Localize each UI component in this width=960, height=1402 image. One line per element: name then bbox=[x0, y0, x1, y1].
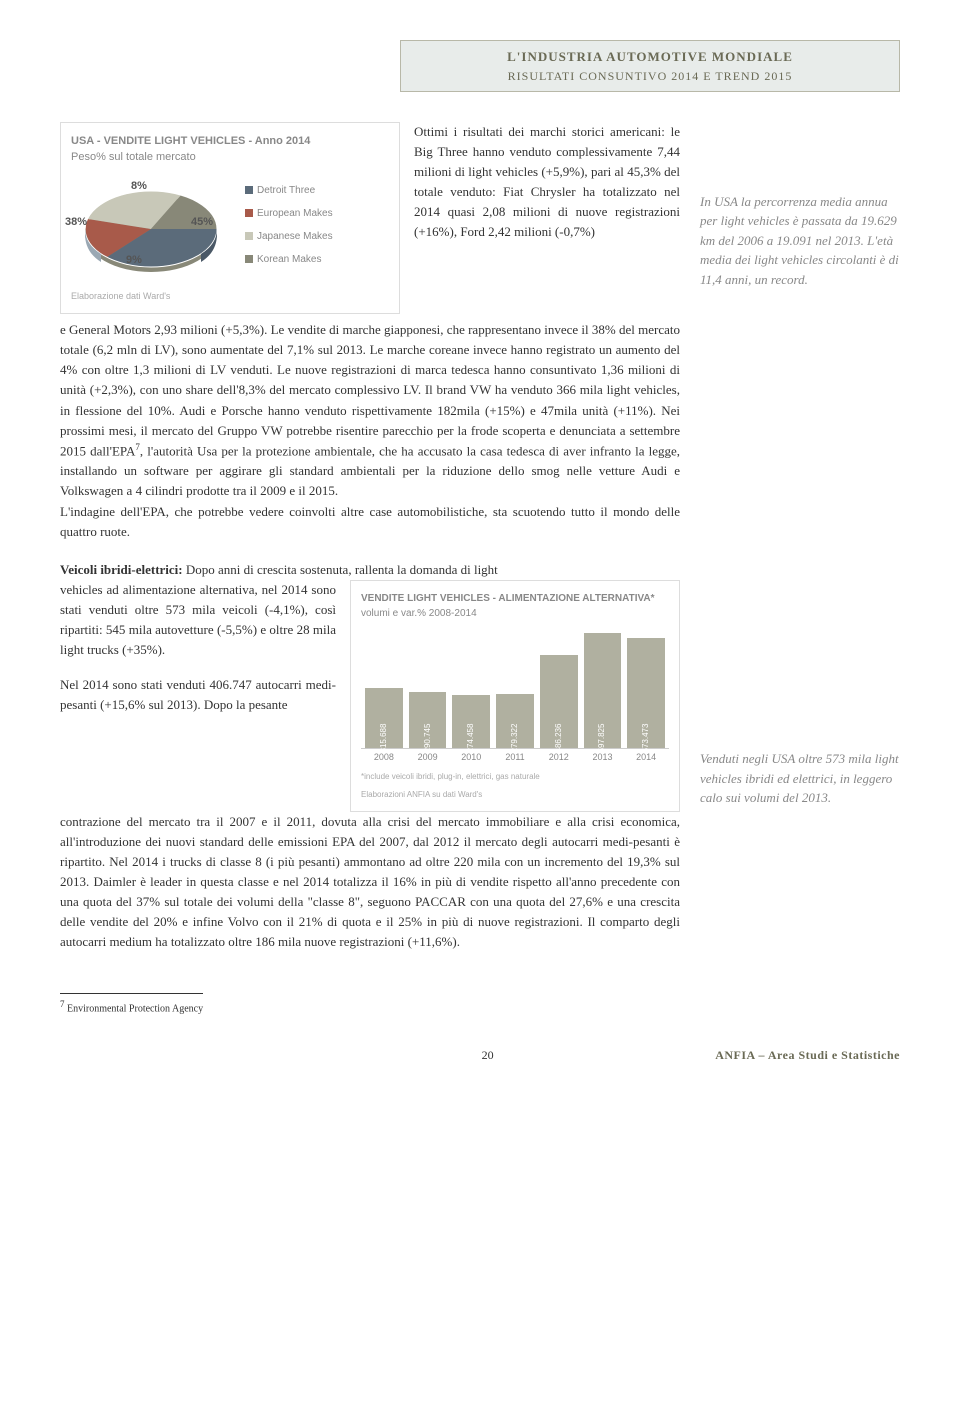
bar-value-2: 274.458 bbox=[465, 724, 477, 753]
text-block-2-wrap: e General Motors 2,93 milioni (+5,3%). L… bbox=[60, 320, 680, 502]
bar-col-4: 486.236 bbox=[540, 655, 578, 748]
page-footer: 20 ANFIA – Area Studi e Statistiche bbox=[60, 1046, 900, 1064]
text-2a: e General Motors 2,93 milioni (+5,3%). L… bbox=[60, 322, 680, 458]
bar-title: VENDITE LIGHT VEHICLES - ALIMENTAZIONE A… bbox=[361, 591, 669, 606]
bar-rect-1: 290.745 bbox=[409, 692, 447, 748]
bar-col-5: 597.825 bbox=[584, 633, 622, 748]
bar-label-5: 2013 bbox=[584, 751, 622, 765]
text-block-7: contrazione del mercato tra il 2007 e il… bbox=[60, 812, 680, 953]
hybrid-heading: Veicoli ibridi-elettrici: bbox=[60, 562, 183, 577]
bar-rect-0: 315.688 bbox=[365, 688, 403, 749]
header-subtitle: RISULTATI CONSUNTIVO 2014 E TREND 2015 bbox=[415, 67, 885, 85]
legend-label-0: Detroit Three bbox=[257, 183, 315, 198]
pie-subtitle: Peso% sul totale mercato bbox=[71, 149, 389, 166]
bar-subtitle: volumi e var.% 2008-2014 bbox=[361, 606, 669, 621]
text-block-5: vehicles ad alimentazione alternativa, n… bbox=[60, 580, 336, 661]
bar-rect-4: 486.236 bbox=[540, 655, 578, 748]
bar-value-0: 315.688 bbox=[378, 724, 390, 753]
bar-rect-2: 274.458 bbox=[452, 695, 490, 748]
legend-row-0: Detroit Three bbox=[245, 183, 333, 198]
bar-note1: *include veicoli ibridi, plug-in, elettr… bbox=[361, 771, 669, 783]
page-header: L'INDUSTRIA AUTOMOTIVE MONDIALE RISULTAT… bbox=[400, 40, 900, 92]
text-block-6: Nel 2014 sono stati venduti 406.747 auto… bbox=[60, 675, 336, 715]
text-4: Dopo anni di crescita sostenuta, rallent… bbox=[183, 562, 498, 577]
bar-note2: Elaborazioni ANFIA su dati Ward's bbox=[361, 789, 669, 801]
pie-label-0: 45% bbox=[191, 214, 213, 231]
header-title: L'INDUSTRIA AUTOMOTIVE MONDIALE bbox=[415, 47, 885, 67]
pie-label-1: 9% bbox=[126, 252, 142, 269]
legend-label-1: European Makes bbox=[257, 206, 333, 221]
bar-rect-5: 597.825 bbox=[584, 633, 622, 748]
bar-col-6: 573.473 bbox=[627, 638, 665, 748]
bar-area: 315.688290.745274.458279.322486.236597.8… bbox=[361, 629, 669, 749]
footer-brand: ANFIA – Area Studi e Statistiche bbox=[715, 1046, 900, 1064]
text-block-1: Ottimi i risultati dei marchi storici am… bbox=[414, 122, 680, 315]
bar-col-0: 315.688 bbox=[365, 688, 403, 749]
text-block-3: L'indagine dell'EPA, che potrebbe vedere… bbox=[60, 502, 680, 542]
footnote: 7 Environmental Protection Agency bbox=[60, 993, 203, 1016]
text-2b: , l'autorità Usa per la protezione ambie… bbox=[60, 443, 680, 498]
bar-value-4: 486.236 bbox=[553, 724, 565, 753]
pie-chart: USA - VENDITE LIGHT VEHICLES - Anno 2014… bbox=[60, 122, 400, 315]
pie-elab: Elaborazione dati Ward's bbox=[71, 290, 389, 304]
pie-viz: 45% 9% 38% 8% bbox=[71, 174, 231, 284]
bar-col-2: 274.458 bbox=[452, 695, 490, 748]
bar-label-3: 2011 bbox=[496, 751, 534, 765]
bar-label-2: 2010 bbox=[452, 751, 490, 765]
bar-label-6: 2014 bbox=[627, 751, 665, 765]
bar-chart: VENDITE LIGHT VEHICLES - ALIMENTAZIONE A… bbox=[350, 580, 680, 812]
bar-value-5: 597.825 bbox=[596, 724, 608, 753]
bar-value-6: 573.473 bbox=[640, 724, 652, 753]
bar-value-3: 279.322 bbox=[509, 724, 521, 753]
side-note-1: In USA la percorrenza media annua per li… bbox=[700, 192, 900, 290]
bar-rect-3: 279.322 bbox=[496, 694, 534, 748]
bar-col-3: 279.322 bbox=[496, 694, 534, 748]
legend-row-2: Japanese Makes bbox=[245, 229, 333, 244]
footnote-text: Environmental Protection Agency bbox=[65, 1003, 204, 1014]
pie-legend: Detroit Three European Makes Japanese Ma… bbox=[245, 183, 333, 275]
hybrid-intro: Veicoli ibridi-elettrici: Dopo anni di c… bbox=[60, 560, 680, 580]
bar-rect-6: 573.473 bbox=[627, 638, 665, 748]
legend-row-1: European Makes bbox=[245, 206, 333, 221]
page-number: 20 bbox=[260, 1046, 715, 1064]
bar-label-1: 2009 bbox=[409, 751, 447, 765]
pie-title: USA - VENDITE LIGHT VEHICLES - Anno 2014 bbox=[71, 133, 389, 150]
pie-label-3: 8% bbox=[131, 178, 147, 195]
legend-row-3: Korean Makes bbox=[245, 252, 333, 267]
legend-label-2: Japanese Makes bbox=[257, 229, 333, 244]
bar-label-0: 2008 bbox=[365, 751, 403, 765]
bar-value-1: 290.745 bbox=[422, 724, 434, 753]
pie-label-2: 38% bbox=[65, 214, 87, 231]
bar-label-4: 2012 bbox=[540, 751, 578, 765]
bar-col-1: 290.745 bbox=[409, 692, 447, 748]
side-note-2: Venduti negli USA oltre 573 mila light v… bbox=[700, 749, 900, 808]
legend-label-3: Korean Makes bbox=[257, 252, 321, 267]
